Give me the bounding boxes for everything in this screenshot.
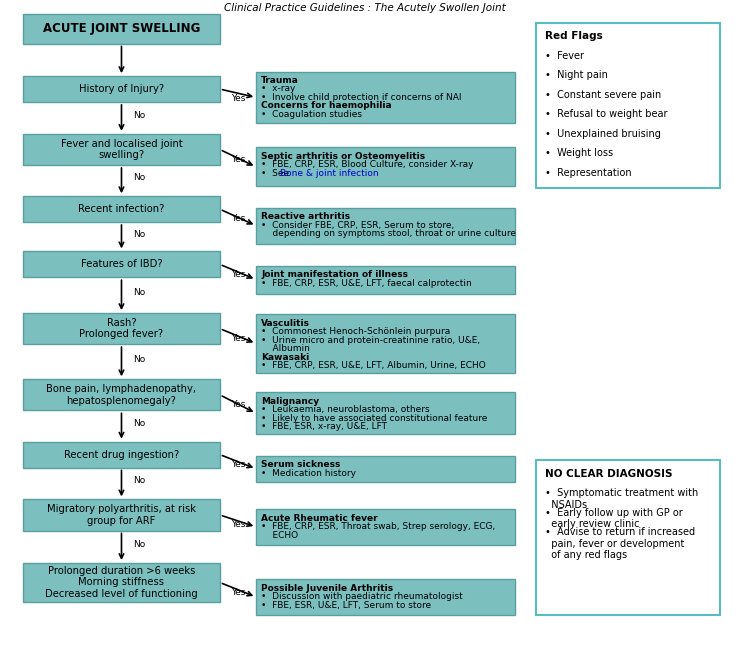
- FancyBboxPatch shape: [23, 76, 219, 102]
- Text: ECHO: ECHO: [262, 531, 299, 539]
- Text: Fever and localised joint
swelling?: Fever and localised joint swelling?: [61, 139, 183, 160]
- Text: •  Discussion with paediatric rheumatologist: • Discussion with paediatric rheumatolog…: [262, 592, 463, 601]
- Text: •  Urine micro and protein-creatinine ratio, U&E,: • Urine micro and protein-creatinine rat…: [262, 336, 480, 345]
- Text: •  FBE, CRP, ESR, U&E, LFT, Albumin, Urine, ECHO: • FBE, CRP, ESR, U&E, LFT, Albumin, Urin…: [262, 361, 486, 370]
- Text: •  Early follow up with GP or
  early review clinic: • Early follow up with GP or early revie…: [545, 508, 683, 529]
- Text: Yes: Yes: [231, 95, 245, 103]
- Text: History of Injury?: History of Injury?: [79, 84, 164, 94]
- Text: •  Coagulation studies: • Coagulation studies: [262, 110, 362, 119]
- Text: depending on symptoms stool, throat or urine culture: depending on symptoms stool, throat or u…: [262, 230, 517, 238]
- Text: •  Constant severe pain: • Constant severe pain: [545, 90, 661, 100]
- Text: •  Fever: • Fever: [545, 51, 584, 61]
- FancyBboxPatch shape: [23, 251, 219, 277]
- FancyBboxPatch shape: [23, 563, 219, 602]
- FancyBboxPatch shape: [23, 379, 219, 410]
- Text: •  Likely to have associated constitutional feature: • Likely to have associated constitution…: [262, 413, 488, 422]
- Text: No: No: [133, 173, 146, 183]
- Text: •  Night pain: • Night pain: [545, 70, 608, 80]
- Text: Reactive arthritis: Reactive arthritis: [262, 213, 350, 222]
- FancyBboxPatch shape: [256, 393, 514, 434]
- Text: No: No: [133, 355, 146, 364]
- Text: No: No: [133, 540, 146, 548]
- Text: •  See: • See: [262, 169, 292, 178]
- Text: No: No: [133, 288, 146, 297]
- Text: Rash?
Prolonged fever?: Rash? Prolonged fever?: [79, 318, 163, 340]
- Text: Prolonged duration >6 weeks
Morning stiffness
Decreased level of functioning: Prolonged duration >6 weeks Morning stif…: [45, 566, 198, 599]
- FancyBboxPatch shape: [256, 579, 514, 615]
- Text: •  Medication history: • Medication history: [262, 469, 356, 478]
- Text: ACUTE JOINT SWELLING: ACUTE JOINT SWELLING: [43, 22, 200, 35]
- FancyBboxPatch shape: [256, 147, 514, 186]
- Text: Features of IBD?: Features of IBD?: [81, 259, 163, 269]
- Text: Yes: Yes: [231, 155, 245, 164]
- FancyBboxPatch shape: [256, 265, 514, 293]
- Text: •  FBE, ESR, U&E, LFT, Serum to store: • FBE, ESR, U&E, LFT, Serum to store: [262, 600, 432, 610]
- Text: Trauma: Trauma: [262, 76, 299, 85]
- Text: Malignancy: Malignancy: [262, 397, 319, 406]
- Text: Possible Juvenile Arthritis: Possible Juvenile Arthritis: [262, 584, 393, 593]
- FancyBboxPatch shape: [23, 14, 219, 44]
- Text: •  Advise to return if increased
  pain, fever or development
  of any red flags: • Advise to return if increased pain, fe…: [545, 527, 695, 561]
- Text: Recent infection?: Recent infection?: [78, 204, 165, 214]
- Text: •  Symptomatic treatment with
  NSAIDs: • Symptomatic treatment with NSAIDs: [545, 488, 698, 510]
- FancyBboxPatch shape: [256, 456, 514, 482]
- FancyBboxPatch shape: [23, 134, 219, 165]
- Text: •  Involve child protection if concerns of NAI: • Involve child protection if concerns o…: [262, 93, 462, 102]
- FancyBboxPatch shape: [23, 441, 219, 467]
- Text: •  Unexplained bruising: • Unexplained bruising: [545, 128, 661, 139]
- Text: •  Commonest Henoch-Schönlein purpura: • Commonest Henoch-Schönlein purpura: [262, 327, 451, 336]
- Text: Yes: Yes: [231, 520, 245, 529]
- Text: Bone pain, lymphadenopathy,
hepatosplenomegaly?: Bone pain, lymphadenopathy, hepatospleno…: [47, 384, 197, 406]
- Text: Yes: Yes: [231, 269, 245, 278]
- Text: No: No: [133, 477, 146, 485]
- FancyBboxPatch shape: [256, 208, 514, 244]
- Text: Yes: Yes: [231, 460, 245, 469]
- Text: Yes: Yes: [231, 400, 245, 409]
- Text: Serum sickness: Serum sickness: [262, 460, 341, 469]
- Text: •  Refusal to weight bear: • Refusal to weight bear: [545, 109, 667, 119]
- Text: Concerns for haemophilia: Concerns for haemophilia: [262, 101, 392, 110]
- Text: No: No: [133, 111, 146, 120]
- Text: •  Weight loss: • Weight loss: [545, 148, 613, 158]
- Text: Acute Rheumatic fever: Acute Rheumatic fever: [262, 514, 378, 523]
- Text: NO CLEAR DIAGNOSIS: NO CLEAR DIAGNOSIS: [545, 469, 672, 479]
- FancyBboxPatch shape: [23, 196, 219, 222]
- Text: Yes: Yes: [231, 587, 245, 597]
- Text: •  FBE, ESR, x-ray, U&E, LFT: • FBE, ESR, x-ray, U&E, LFT: [262, 422, 387, 431]
- FancyBboxPatch shape: [256, 509, 514, 545]
- Text: •  Leukaemia, neuroblastoma, others: • Leukaemia, neuroblastoma, others: [262, 405, 430, 414]
- Text: Kawasaki: Kawasaki: [262, 353, 310, 362]
- Text: •  Consider FBE, CRP, ESR, Serum to store,: • Consider FBE, CRP, ESR, Serum to store…: [262, 221, 454, 230]
- Text: Red Flags: Red Flags: [545, 31, 603, 41]
- FancyBboxPatch shape: [537, 23, 720, 188]
- Text: Clinical Practice Guidelines : The Acutely Swollen Joint: Clinical Practice Guidelines : The Acute…: [225, 3, 506, 12]
- Text: Vasculitis: Vasculitis: [262, 319, 310, 328]
- Text: •  x-ray: • x-ray: [262, 85, 296, 93]
- Text: No: No: [133, 230, 146, 239]
- Text: •  Representation: • Representation: [545, 168, 632, 177]
- Text: Septic arthritis or Osteomyelitis: Septic arthritis or Osteomyelitis: [262, 152, 426, 161]
- FancyBboxPatch shape: [23, 499, 219, 531]
- Text: •  FBE, CRP, ESR, U&E, LFT, faecal calprotectin: • FBE, CRP, ESR, U&E, LFT, faecal calpro…: [262, 278, 472, 288]
- Text: Albumin: Albumin: [262, 344, 310, 353]
- Text: No: No: [133, 419, 146, 428]
- Text: Joint manifestation of illness: Joint manifestation of illness: [262, 270, 408, 279]
- FancyBboxPatch shape: [256, 72, 514, 123]
- Text: Bone & joint infection: Bone & joint infection: [279, 169, 378, 178]
- Text: Yes: Yes: [231, 334, 245, 343]
- Text: •  FBE, CRP, ESR, Throat swab, Strep serology, ECG,: • FBE, CRP, ESR, Throat swab, Strep sero…: [262, 522, 495, 531]
- Text: Recent drug ingestion?: Recent drug ingestion?: [64, 449, 179, 460]
- Text: Migratory polyarthritis, at risk
group for ARF: Migratory polyarthritis, at risk group f…: [47, 504, 196, 526]
- FancyBboxPatch shape: [537, 460, 720, 615]
- Text: Yes: Yes: [231, 215, 245, 224]
- FancyBboxPatch shape: [256, 314, 514, 373]
- FancyBboxPatch shape: [23, 313, 219, 344]
- Text: •  FBE, CRP, ESR, Blood Culture, consider X-ray: • FBE, CRP, ESR, Blood Culture, consider…: [262, 160, 474, 170]
